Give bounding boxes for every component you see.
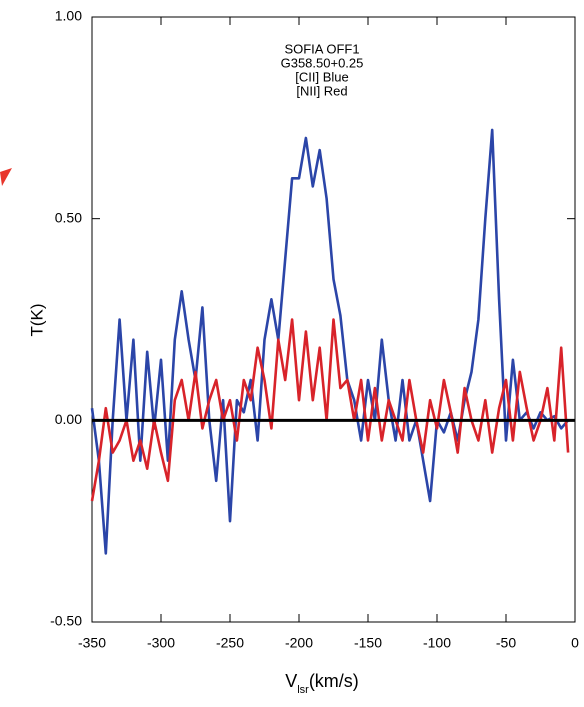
y-axis-label: T(K) bbox=[27, 303, 46, 336]
x-label-sub: lsr bbox=[297, 684, 309, 696]
x-tick-label: -350 bbox=[78, 635, 106, 651]
y-tick-label: 0.50 bbox=[55, 209, 82, 225]
x-tick-label: -200 bbox=[285, 635, 313, 651]
data-line bbox=[90, 318, 570, 502]
y-tick-label: 1.00 bbox=[55, 8, 82, 24]
title-line: G358.50+0.25 bbox=[281, 55, 364, 70]
title-line: [CII] Blue bbox=[295, 69, 348, 84]
x-tick-label: 0 bbox=[571, 635, 579, 651]
x-label-main: V bbox=[285, 671, 297, 691]
y-tick-label: 0.00 bbox=[55, 411, 82, 427]
data-line bbox=[90, 128, 570, 555]
x-axis-label: Vlsr(km/s) bbox=[285, 671, 359, 696]
plot-frame bbox=[91, 16, 576, 623]
title-line: SOFIA OFF1 bbox=[284, 41, 359, 56]
x-tick-label: -150 bbox=[354, 635, 382, 651]
x-tick-label: -250 bbox=[216, 635, 244, 651]
y-tick-label: -0.50 bbox=[50, 613, 82, 629]
x-tick-label: -100 bbox=[423, 635, 451, 651]
x-tick-label: -300 bbox=[147, 635, 175, 651]
x-label-unit: (km/s) bbox=[309, 671, 359, 691]
arrow-decoration bbox=[0, 168, 12, 186]
x-tick-label: -50 bbox=[496, 635, 516, 651]
title-line: [NII] Red bbox=[296, 83, 347, 98]
